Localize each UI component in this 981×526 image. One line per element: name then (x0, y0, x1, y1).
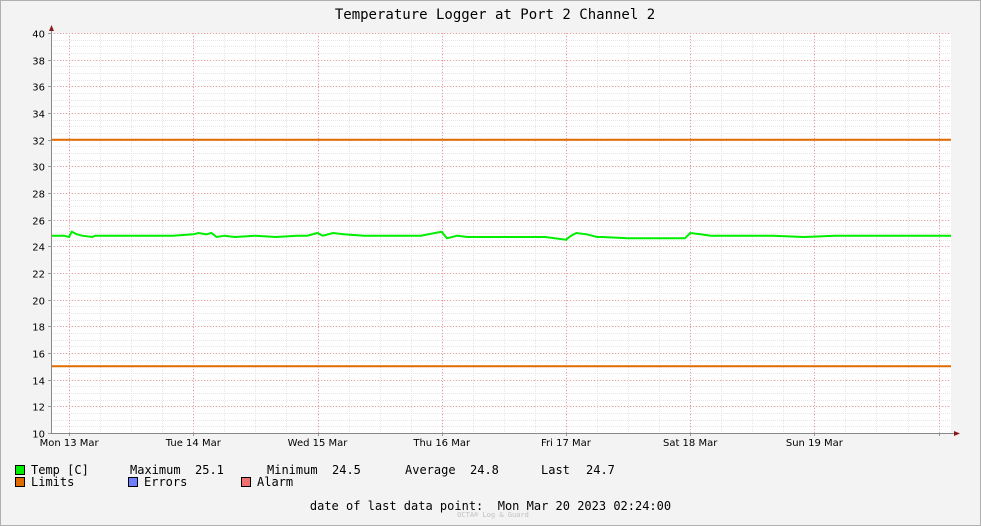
x-tick-label: Sat 18 Mar (663, 438, 718, 449)
footer-label: date of last data point: (309, 499, 484, 513)
watermark: OCTA® Log & Guard (457, 511, 529, 519)
temperature-chart: Temperature Logger at Port 2 Channel 2 1… (32, 7, 960, 449)
x-tick-label: Thu 16 Mar (412, 438, 471, 449)
legend-swatch-limits (15, 477, 25, 487)
y-tick-label: 34 (32, 110, 45, 121)
y-axis-arrow (49, 25, 54, 31)
stat-minimum-label: Minimum (267, 463, 318, 477)
legend-label-errors: Errors (144, 475, 188, 489)
y-tick-label: 18 (32, 323, 45, 334)
y-axis-ticks: 10 12 14 16 18 20 22 24 26 28 30 32 34 36 38 40 (32, 30, 51, 441)
stat-maximum-value: 25.1 (195, 463, 224, 477)
legend-row-1: Temp [C] Maximum 25.1 Minimum 24.5 Avera… (15, 463, 615, 477)
legend-label-temp: Temp [C] (31, 463, 89, 477)
y-tick-label: 12 (32, 403, 45, 414)
legend-swatch-alarm (241, 477, 251, 487)
y-tick-label: 32 (32, 137, 45, 148)
series-layer (51, 138, 951, 368)
y-tick-label: 20 (32, 297, 45, 308)
y-tick-label: 40 (32, 30, 45, 41)
y-tick-label: 16 (32, 350, 45, 361)
series-line-0 (51, 230, 951, 241)
x-tick-label: Tue 14 Mar (165, 438, 222, 449)
legend-label-limits: Limits (31, 475, 75, 489)
y-tick-label: 24 (32, 243, 45, 254)
y-tick-label: 36 (32, 83, 45, 94)
legend-swatch-temp (15, 465, 25, 475)
y-tick-label: 14 (32, 377, 45, 388)
legend-row-2: Limits Errors Alarm (15, 475, 293, 489)
stat-last-value: 24.7 (586, 463, 615, 477)
stat-maximum-label: Maximum (130, 463, 181, 477)
footer-value: Mon Mar 20 2023 02:24:00 (497, 499, 672, 513)
y-tick-label: 30 (32, 163, 45, 174)
stat-minimum-value: 24.5 (332, 463, 361, 477)
x-tick-label: Wed 15 Mar (288, 438, 349, 449)
grid-minor (51, 33, 951, 434)
stat-average-label: Average (405, 463, 456, 477)
y-tick-label: 28 (32, 190, 45, 201)
x-axis-ticks: Mon 13 Mar Tue 14 Mar Wed 15 Mar Thu 16 Mar… (40, 433, 940, 449)
y-tick-label: 22 (32, 270, 45, 281)
stat-average-value: 24.8 (470, 463, 499, 477)
axes (49, 25, 960, 436)
legend-swatch-errors (128, 477, 138, 487)
grid-major (51, 33, 951, 434)
x-axis-arrow (954, 431, 960, 436)
y-tick-label: 10 (32, 430, 45, 441)
stat-last-label: Last (541, 463, 570, 477)
legend-label-alarm: Alarm (257, 475, 294, 489)
y-tick-label: 26 (32, 217, 45, 228)
chart-title: Temperature Logger at Port 2 Channel 2 (335, 7, 655, 23)
footer-last-data-point: date of last data point: Mon Mar 20 2023… (0, 499, 981, 513)
x-tick-label: Sun 19 Mar (786, 438, 844, 449)
x-tick-label: Mon 13 Mar (40, 438, 100, 449)
x-tick-label: Fri 17 Mar (541, 438, 592, 449)
y-tick-label: 38 (32, 57, 45, 68)
